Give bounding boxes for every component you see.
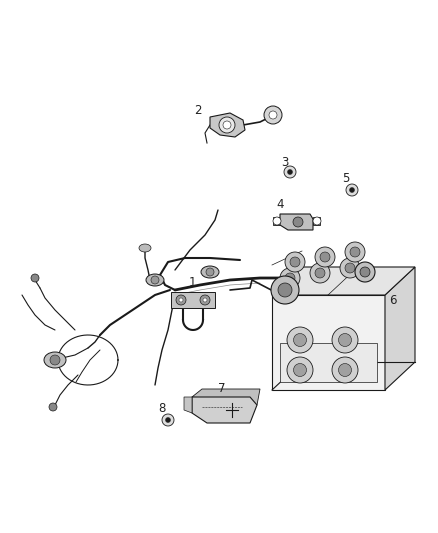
Circle shape [293,217,303,227]
Ellipse shape [44,352,66,368]
Circle shape [151,276,159,284]
Circle shape [50,355,60,365]
Circle shape [31,274,39,282]
Polygon shape [280,343,377,382]
Polygon shape [192,389,260,405]
Circle shape [176,295,186,305]
Circle shape [49,403,57,411]
Circle shape [355,262,375,282]
Circle shape [203,298,207,302]
Polygon shape [272,295,385,390]
Circle shape [269,111,277,119]
Circle shape [200,295,210,305]
Circle shape [278,283,292,297]
Polygon shape [280,214,313,230]
Circle shape [315,268,325,278]
Circle shape [179,298,183,302]
Circle shape [339,364,352,376]
Circle shape [345,263,355,273]
Polygon shape [272,267,415,295]
Circle shape [264,106,282,124]
Circle shape [285,252,305,272]
Circle shape [339,334,352,346]
Circle shape [162,414,174,426]
Circle shape [290,257,300,267]
Polygon shape [385,267,415,390]
Circle shape [293,334,307,346]
Circle shape [219,117,235,133]
Text: 3: 3 [281,156,289,168]
Ellipse shape [201,266,219,278]
Circle shape [315,247,335,267]
Polygon shape [184,397,192,413]
Circle shape [273,217,281,225]
Polygon shape [192,397,257,423]
Circle shape [280,268,300,288]
Circle shape [310,263,330,283]
Circle shape [350,188,354,192]
Ellipse shape [146,274,164,286]
Circle shape [284,166,296,178]
Polygon shape [273,217,280,225]
Circle shape [285,273,295,283]
Text: 1: 1 [188,277,196,289]
Circle shape [360,267,370,277]
Circle shape [332,357,358,383]
Text: 7: 7 [218,382,226,394]
Circle shape [206,268,214,276]
Circle shape [223,121,231,129]
Polygon shape [313,217,320,225]
Circle shape [313,217,321,225]
Polygon shape [171,292,215,308]
Circle shape [320,252,330,262]
Circle shape [287,169,293,174]
Circle shape [287,327,313,353]
Circle shape [166,417,170,423]
Text: 4: 4 [276,198,284,212]
Ellipse shape [139,244,151,252]
Text: 6: 6 [389,294,397,306]
Circle shape [332,327,358,353]
Polygon shape [210,113,245,137]
Circle shape [271,276,299,304]
Text: 5: 5 [343,172,350,184]
Circle shape [345,242,365,262]
Circle shape [340,258,360,278]
Circle shape [346,184,358,196]
Text: 8: 8 [158,401,166,415]
Circle shape [350,247,360,257]
Circle shape [293,364,307,376]
Circle shape [287,357,313,383]
Text: 2: 2 [194,103,202,117]
